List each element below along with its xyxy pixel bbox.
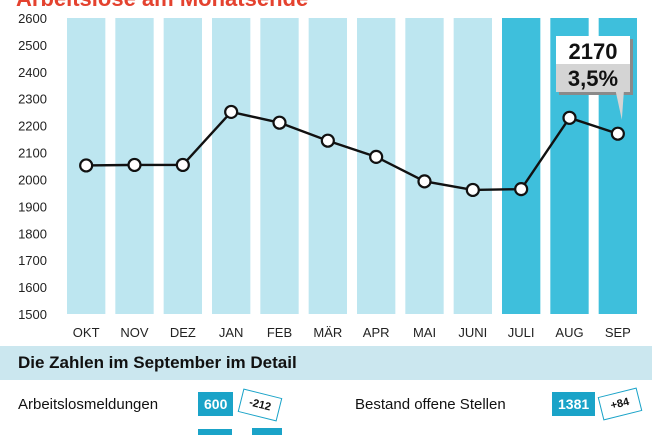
x-tick-label: FEB xyxy=(267,325,292,340)
y-tick-label: 1600 xyxy=(18,280,47,295)
month-column xyxy=(308,18,347,314)
stat-value-arbeitslosmeldungen: 600 xyxy=(198,392,234,416)
x-tick-label: JULI xyxy=(508,325,535,340)
callout-value: 2170 xyxy=(569,39,618,64)
x-tick-label: DEZ xyxy=(170,325,196,340)
month-column xyxy=(405,18,444,314)
x-tick-label: MÄR xyxy=(313,325,342,340)
line-chart: 1500 1600 1700 1800 1900 2000 2100 2200 2300 2400… xyxy=(18,11,637,340)
x-tick-label: JUNI xyxy=(458,325,487,340)
cropped-stat-row xyxy=(252,428,282,435)
data-point xyxy=(465,182,480,198)
month-column xyxy=(453,18,492,314)
callout-rate-band xyxy=(556,64,630,92)
data-point xyxy=(320,133,335,148)
callout-pointer xyxy=(615,92,624,120)
y-tick-label: 1900 xyxy=(18,199,47,214)
x-tick-label: JAN xyxy=(219,325,244,340)
month-column xyxy=(260,18,299,314)
month-column xyxy=(212,18,251,314)
cropped-stat-row xyxy=(198,429,232,435)
stat-change-arbeitslosmeldungen: -212 xyxy=(237,388,283,422)
x-tick-label: NOV xyxy=(120,325,149,340)
chart-title: Arbeitslose am Monatsende xyxy=(16,0,308,12)
data-point xyxy=(610,126,625,141)
y-tick-label: 2300 xyxy=(18,92,47,107)
y-tick-label: 1800 xyxy=(18,226,47,241)
y-tick-label: 2100 xyxy=(18,146,47,161)
y-axis-ticks: 1500 1600 1700 1800 1900 2000 2100 2200 2300 2400… xyxy=(18,11,47,322)
y-tick-label: 2000 xyxy=(18,172,47,187)
stat-value-offene-stellen: 1381 xyxy=(552,392,596,416)
x-tick-label: OKT xyxy=(73,325,100,340)
stat-change-offene-stellen: +84 xyxy=(597,387,643,421)
month-columns xyxy=(67,18,637,314)
details-banner: Die Zahlen im September im Detail xyxy=(0,346,652,380)
data-point xyxy=(514,182,529,197)
series-line xyxy=(86,110,619,192)
series-points xyxy=(79,104,625,198)
y-tick-label: 1700 xyxy=(18,253,47,268)
x-tick-label: APR xyxy=(363,325,390,340)
stat-label-offene-stellen: Bestand offene Stellen xyxy=(355,396,506,413)
data-point xyxy=(79,158,94,173)
data-point xyxy=(127,157,142,173)
y-tick-label: 1500 xyxy=(18,307,47,322)
data-point xyxy=(369,149,384,164)
x-tick-label: AUG xyxy=(555,325,583,340)
x-tick-label: MAI xyxy=(413,325,436,340)
month-column xyxy=(357,18,396,314)
y-tick-label: 2400 xyxy=(18,65,47,80)
y-tick-label: 2600 xyxy=(18,11,47,26)
data-point xyxy=(417,174,432,189)
x-tick-label: SEP xyxy=(605,325,631,340)
details-title: Die Zahlen im September im Detail xyxy=(18,353,297,372)
data-point xyxy=(562,110,577,125)
x-axis-ticks: OKT NOV DEZ JAN FEB MÄR APR MAI JUNI JULI AUG SEP xyxy=(73,325,631,340)
y-tick-label: 2500 xyxy=(18,38,47,53)
data-point xyxy=(224,104,239,120)
month-column xyxy=(502,18,541,314)
callout-rate: 3,5% xyxy=(568,66,618,91)
data-point xyxy=(175,157,190,173)
data-point xyxy=(272,115,287,130)
stat-label-arbeitslosmeldungen: Arbeitslosmeldungen xyxy=(18,396,159,413)
y-tick-label: 2200 xyxy=(18,119,47,134)
